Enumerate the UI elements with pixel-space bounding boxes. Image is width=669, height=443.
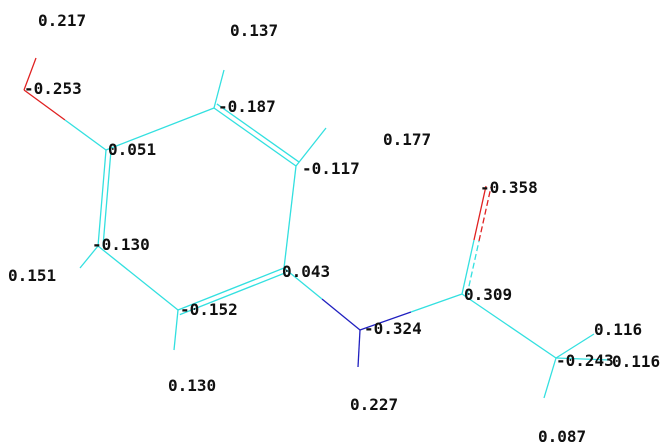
bond-ch-left <box>79 245 99 269</box>
charge-h-upper-right: 0.177 <box>383 130 431 149</box>
bond-n-c-carbonyl-half-a <box>359 311 412 331</box>
bond-methyl-h1 <box>555 333 595 359</box>
charge-h-bottom: 0.130 <box>168 376 216 395</box>
bond-ring-c1-c2 <box>105 107 215 151</box>
charge-h-methyl-3: 0.087 <box>538 427 586 443</box>
bond-c-n-half-b <box>321 298 361 331</box>
bond-methyl-h2 <box>555 357 611 361</box>
bond-oh-hydrogen <box>23 57 37 91</box>
bond-ring-c2-c3 <box>213 107 297 167</box>
bond-layer <box>23 57 611 399</box>
charge-carbon-top: -0.187 <box>218 97 276 116</box>
bond-ring-c2-c3-second <box>216 103 300 163</box>
bond-carbonyl-second-carbon-half <box>466 240 480 296</box>
bond-c-n-half-a <box>283 267 323 300</box>
charge-carbon-ipso-n: 0.043 <box>282 262 330 281</box>
charge-h-on-oxygen: 0.217 <box>38 11 86 30</box>
charge-h-top: 0.137 <box>230 21 278 40</box>
bond-ch-bottom <box>173 309 179 351</box>
bond-carbonyl-second-oxygen-half <box>478 186 492 242</box>
bond-ch-top <box>213 69 225 109</box>
bond-ring-c4-c5-second <box>179 272 287 316</box>
charge-carbon-methyl: -0.243 <box>556 351 614 370</box>
bond-methyl-h3 <box>543 357 557 399</box>
charge-label-layer: 0.217 0.137 -0.253 -0.187 0.051 0.177 -0… <box>8 11 660 443</box>
bond-n-c-carbonyl-half-b <box>410 293 463 313</box>
bond-c-methyl <box>461 293 557 359</box>
bond-ring-c3-c4 <box>283 165 297 269</box>
charge-carbon-bottom: -0.152 <box>180 300 238 319</box>
bond-ring-c5-c6 <box>97 245 179 311</box>
bond-carbonyl-carbon-half <box>461 239 475 295</box>
bond-ch-upper-right <box>295 127 327 167</box>
charge-carbon-phenol: 0.051 <box>108 140 156 159</box>
bond-c-o-hydroxyl-half-a <box>23 89 66 121</box>
bond-ring-c6-c1 <box>97 149 107 247</box>
charge-h-on-nitrogen: 0.227 <box>350 395 398 414</box>
charge-oxygen-hydroxyl: -0.253 <box>24 79 82 98</box>
charge-h-left: 0.151 <box>8 266 56 285</box>
bond-ring-c4-c5 <box>177 267 285 311</box>
charge-carbon-upper-right: -0.117 <box>302 159 360 178</box>
charge-h-methyl-1: 0.116 <box>594 320 642 339</box>
charge-nitrogen-amide: -0.324 <box>364 319 422 338</box>
bond-n-h <box>357 329 361 368</box>
bond-ring-c6-c1-second <box>102 150 112 247</box>
bond-carbonyl-oxygen-half <box>473 185 487 241</box>
bond-c-o-hydroxyl-half-b <box>64 119 107 151</box>
charge-carbon-left: -0.130 <box>92 235 150 254</box>
charge-h-methyl-2: 0.116 <box>612 352 660 371</box>
charge-oxygen-carbonyl: -0.358 <box>480 178 538 197</box>
charge-carbon-carbonyl: 0.309 <box>464 285 512 304</box>
